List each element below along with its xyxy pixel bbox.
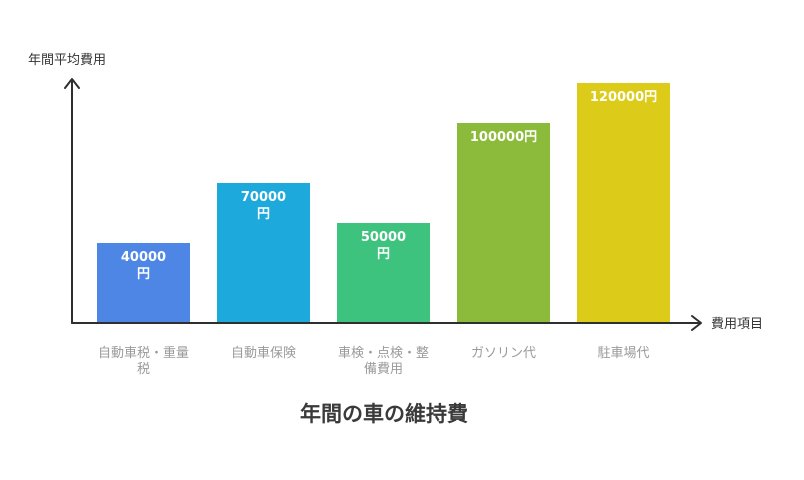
data-label-5: 120000円 [590,90,657,105]
category-label-2: 自動車保険 [231,346,296,361]
bar-1 [97,243,190,323]
data-labels-group: 40000 円 70000 円 50000 円 100000円 120000円 [121,90,657,282]
bars-group [97,83,670,323]
data-label-2: 70000 円 [241,190,286,222]
x-axis-arrow [691,315,702,331]
chart-title: 年間の車の維持費 [300,402,468,426]
category-label-3: 車検・点検・整備費用 [338,346,429,377]
category-label-5: 駐車場代 [597,346,649,361]
data-label-4: 100000円 [470,130,537,145]
bar-5 [577,83,670,323]
bar-3 [337,223,430,323]
y-axis-arrow [64,78,80,89]
bar-4 [457,123,550,323]
y-axis-label: 年間平均費用 [28,53,106,68]
category-label-1: 自動車税・重量税 [98,345,189,377]
data-label-1: 40000 円 [121,250,166,282]
data-label-3: 50000 円 [361,230,406,262]
x-axis-label: 費用項目 [711,317,763,332]
category-label-4: ガソリン代 [471,346,536,361]
bar-2 [217,183,310,323]
category-labels-group: 自動車税・重量税 自動車保険 車検・点検・整備費用 ガソリン代 駐車場代 [98,345,650,377]
